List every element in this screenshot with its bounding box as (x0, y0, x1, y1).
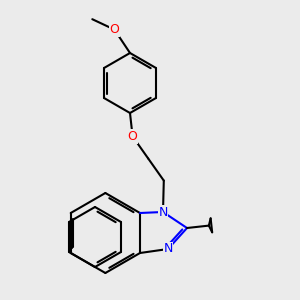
Text: O: O (110, 23, 119, 36)
Text: O: O (128, 130, 137, 143)
Text: N: N (163, 242, 173, 256)
Text: N: N (158, 206, 168, 218)
